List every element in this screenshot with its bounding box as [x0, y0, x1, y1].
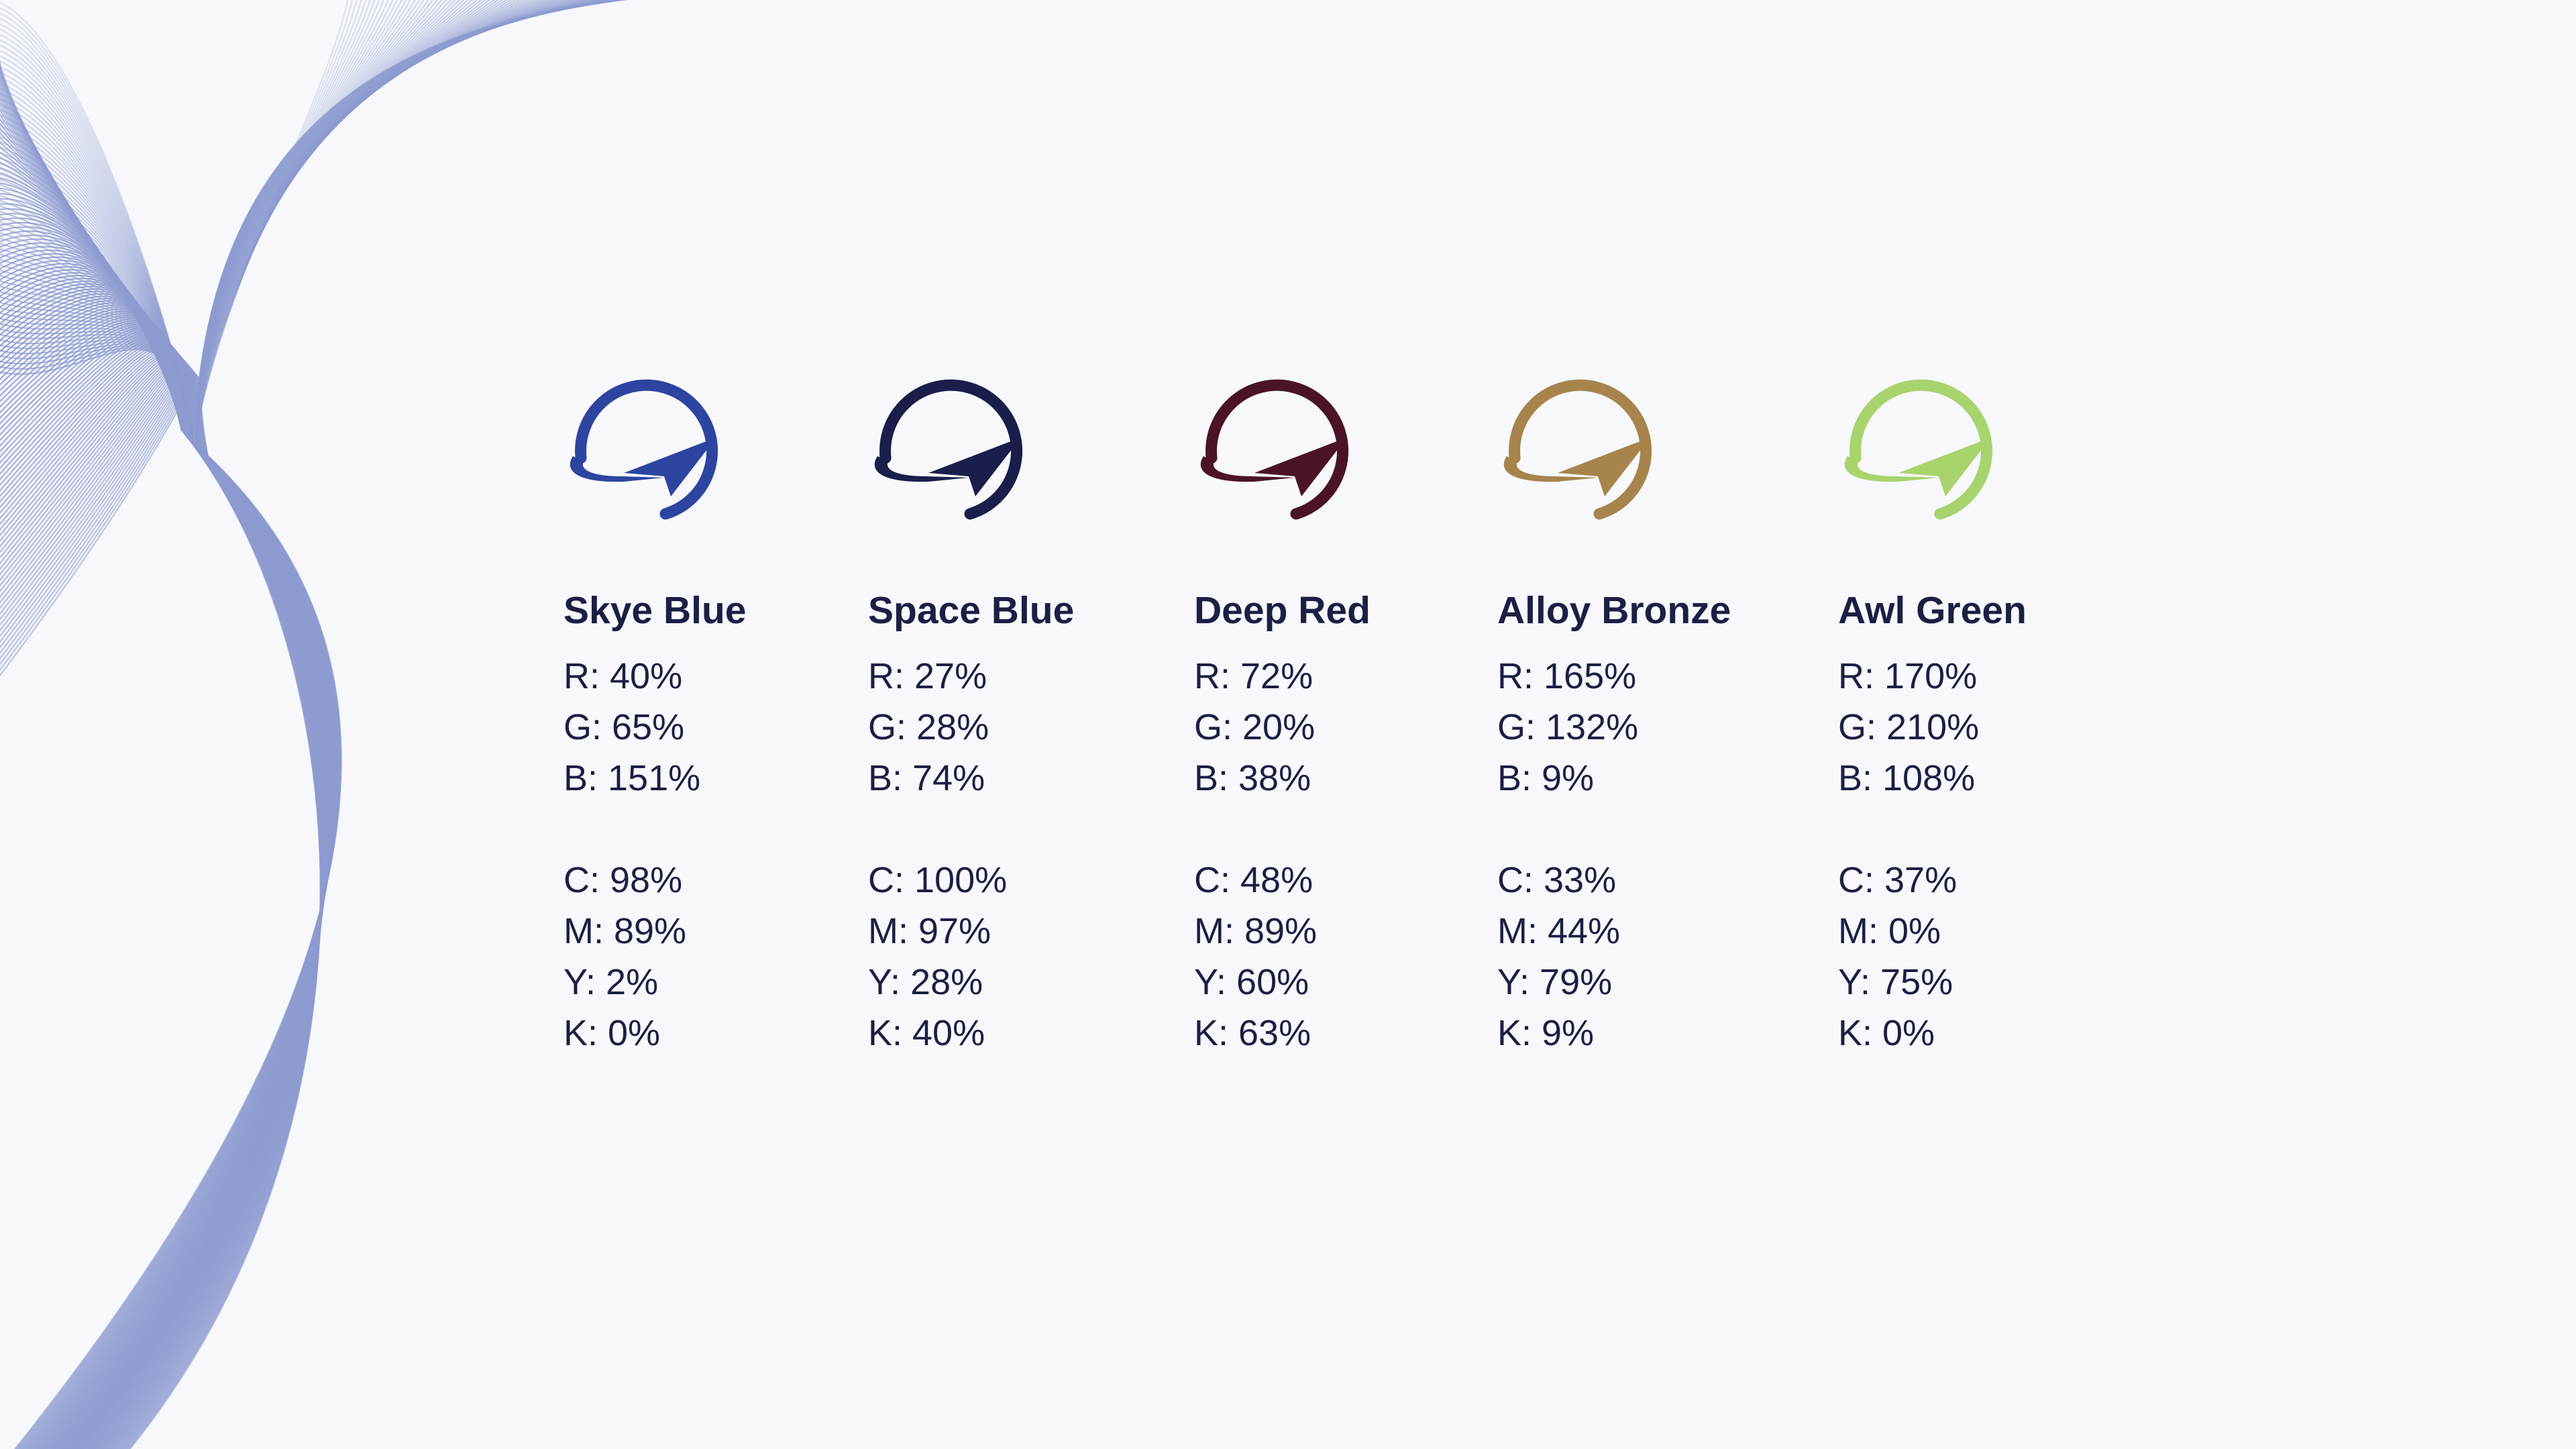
- swatch-name: Alloy Bronze: [1497, 589, 1731, 632]
- wave-line: [0, 0, 550, 443]
- rgb-g-value: G: 210%: [1838, 707, 1980, 747]
- orbit-plane-logo-icon: [570, 379, 718, 523]
- wave-line: [0, 0, 621, 443]
- swatch-name: Awl Green: [1838, 589, 2027, 632]
- cmyk-m-value: M: 89%: [564, 911, 687, 951]
- rgb-b-value: B: 38%: [1194, 758, 1311, 798]
- orbit-plane-logo-icon: [1503, 379, 1652, 523]
- swatch-name: Space Blue: [868, 589, 1075, 632]
- cmyk-m-value: M: 44%: [1497, 911, 1621, 951]
- wave-line: [0, 81, 322, 1449]
- cmyk-c-value: C: 48%: [1194, 860, 1313, 900]
- rgb-b-value: B: 108%: [1838, 758, 1976, 798]
- orbit-plane-logo-icon: [1844, 379, 1993, 523]
- rgb-r-value: R: 170%: [1838, 656, 1978, 696]
- cmyk-y-value: Y: 75%: [1838, 962, 1953, 1002]
- wave-line: [0, 71, 322, 1449]
- wave-line: [0, 60, 321, 1449]
- cmyk-c-value: C: 33%: [1497, 860, 1617, 900]
- cmyk-k-value: K: 40%: [868, 1013, 985, 1053]
- wave-line: [0, 96, 323, 1449]
- cmyk-c-value: C: 98%: [564, 860, 683, 900]
- swatch-values: R: 170% G: 210% B: 108% C: 37% M: 0% Y: …: [1838, 651, 2133, 1059]
- cmyk-k-value: K: 0%: [564, 1013, 661, 1053]
- cmyk-m-value: M: 89%: [1194, 911, 1318, 951]
- rgb-b-value: B: 74%: [868, 758, 985, 798]
- cmyk-c-value: C: 100%: [868, 860, 1008, 900]
- rgb-g-value: G: 20%: [1194, 707, 1316, 747]
- cmyk-m-value: M: 97%: [868, 911, 991, 951]
- wave-line: [0, 0, 586, 443]
- rgb-r-value: R: 40%: [564, 656, 683, 696]
- cmyk-k-value: K: 9%: [1497, 1013, 1595, 1053]
- swatch-values: R: 165% G: 132% B: 9% C: 33% M: 44% Y: 7…: [1497, 651, 1792, 1059]
- cmyk-y-value: Y: 60%: [1194, 962, 1309, 1002]
- swatch-skye-blue: Skye Blue R: 40% G: 65% B: 151% C: 98% M…: [564, 376, 859, 1059]
- swatch-values: R: 40% G: 65% B: 151% C: 98% M: 89% Y: 2…: [564, 651, 859, 1059]
- swatch-awl-green: Awl Green R: 170% G: 210% B: 108% C: 37%…: [1838, 376, 2133, 1059]
- cmyk-y-value: Y: 2%: [564, 962, 659, 1002]
- swatch-alloy-bronze: Alloy Bronze R: 165% G: 132% B: 9% C: 33…: [1497, 376, 1792, 1059]
- wave-line: [0, 69, 322, 1449]
- rgb-b-value: B: 9%: [1497, 758, 1595, 798]
- wave-line: [0, 0, 582, 443]
- cmyk-y-value: Y: 79%: [1497, 962, 1613, 1002]
- rgb-g-value: G: 132%: [1497, 707, 1639, 747]
- wave-line: [0, 0, 628, 443]
- orbit-plane-logo-icon: [1200, 379, 1349, 523]
- swatch-deep-red: Deep Red R: 72% G: 20% B: 38% C: 48% M: …: [1194, 376, 1489, 1059]
- swatch-name: Skye Blue: [564, 589, 747, 632]
- rgb-g-value: G: 65%: [564, 707, 685, 747]
- rgb-r-value: R: 27%: [868, 656, 987, 696]
- orbit-plane-logo-icon: [874, 379, 1023, 523]
- swatch-values: R: 27% G: 28% B: 74% C: 100% M: 97% Y: 2…: [868, 651, 1163, 1059]
- wave-line: [0, 376, 342, 1449]
- rgb-g-value: G: 28%: [868, 707, 989, 747]
- wave-line: [0, 64, 322, 1449]
- swatch-space-blue: Space Blue R: 27% G: 28% B: 74% C: 100% …: [868, 376, 1163, 1059]
- cmyk-y-value: Y: 28%: [868, 962, 983, 1002]
- wave-line: [0, 0, 600, 443]
- cmyk-c-value: C: 37%: [1838, 860, 1957, 900]
- wave-line: [0, 85, 323, 1449]
- rgb-r-value: R: 165%: [1497, 656, 1637, 696]
- rgb-b-value: B: 151%: [564, 758, 701, 798]
- cmyk-k-value: K: 63%: [1194, 1013, 1311, 1053]
- swatch-values: R: 72% G: 20% B: 38% C: 48% M: 89% Y: 60…: [1194, 651, 1489, 1059]
- cmyk-k-value: K: 0%: [1838, 1013, 1935, 1053]
- cmyk-m-value: M: 0%: [1838, 911, 1941, 951]
- rgb-r-value: R: 72%: [1194, 656, 1313, 696]
- wave-line: [0, 78, 322, 1449]
- swatch-name: Deep Red: [1194, 589, 1371, 632]
